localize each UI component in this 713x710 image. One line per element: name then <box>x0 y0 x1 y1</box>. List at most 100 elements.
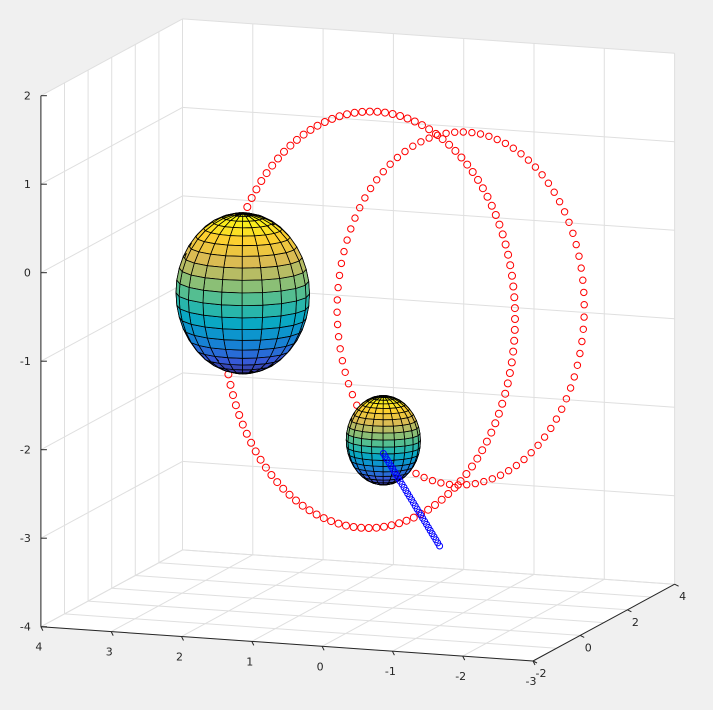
marker-point <box>457 153 466 162</box>
marker-point <box>401 147 409 156</box>
marker-point <box>576 349 584 358</box>
marker-point <box>366 184 375 193</box>
marker-point <box>280 147 288 156</box>
marker-point <box>409 142 417 150</box>
marker-point <box>445 140 454 149</box>
y-tick-mark <box>579 634 585 638</box>
sphere-patch <box>241 267 263 281</box>
sphere-patch <box>371 453 384 461</box>
sphere-patch <box>223 255 243 269</box>
marker-point <box>485 132 493 141</box>
marker-point <box>425 134 433 142</box>
marker-point <box>226 380 235 389</box>
axis-lines <box>40 95 679 666</box>
marker-point <box>262 169 271 178</box>
marker-point <box>506 261 515 270</box>
marker-point <box>524 156 533 164</box>
marker-point <box>334 519 343 528</box>
marker-point <box>372 523 381 532</box>
marker-point <box>540 433 549 441</box>
marker-point <box>552 415 561 423</box>
marker-point <box>348 390 357 399</box>
y-tick-label: 2 <box>632 616 639 629</box>
marker-point <box>510 325 519 334</box>
marker-point <box>511 315 519 323</box>
marker-point <box>393 153 402 162</box>
sphere-patch <box>203 277 224 293</box>
marker-point <box>570 373 578 381</box>
x-tick-label: -1 <box>385 665 396 678</box>
y-axis-line <box>532 583 675 662</box>
marker-point <box>231 401 240 410</box>
marker-point <box>409 513 418 522</box>
sphere-patch <box>382 407 392 415</box>
sphere-patch <box>241 279 263 294</box>
large-sphere <box>175 212 310 375</box>
marker-point <box>243 203 252 211</box>
marker-point <box>373 176 381 184</box>
marker-point <box>344 380 353 388</box>
plot-area <box>175 107 588 550</box>
y-tick-label: 0 <box>585 641 592 654</box>
sphere-patch <box>347 434 354 445</box>
y-tick-label: 4 <box>679 590 686 603</box>
marker-point <box>235 411 244 419</box>
marker-point <box>494 409 503 418</box>
marker-point <box>418 121 426 130</box>
z-tick-label: -2 <box>20 444 31 457</box>
marker-point <box>501 389 510 398</box>
z-tick-label: 1 <box>24 178 31 191</box>
marker-point <box>305 506 314 515</box>
marker-point <box>229 391 237 400</box>
marker-point <box>555 198 564 206</box>
marker-point <box>347 225 355 233</box>
sphere-patch <box>258 254 278 269</box>
marker-point <box>333 296 341 304</box>
marker-point <box>498 399 507 408</box>
marker-point <box>306 125 315 134</box>
series-orbit-small <box>333 128 588 489</box>
marker-point <box>491 419 500 428</box>
y-tick-label: -2 <box>536 667 547 680</box>
marker-point <box>386 160 394 168</box>
sphere-patch <box>393 431 406 441</box>
marker-point <box>478 184 487 193</box>
marker-point <box>487 428 496 437</box>
marker-point <box>365 107 374 116</box>
marker-point <box>531 163 540 171</box>
x-tick-label: -2 <box>455 670 466 683</box>
marker-point <box>256 455 265 464</box>
marker-point <box>482 437 491 446</box>
sphere-patch <box>382 471 393 477</box>
sphere-patch <box>260 265 281 281</box>
y-tick-mark <box>532 660 538 664</box>
marker-point <box>478 446 487 455</box>
marker-point <box>538 171 546 179</box>
sphere-patch <box>225 244 243 257</box>
sphere-patch <box>204 265 225 281</box>
marker-point <box>420 473 428 482</box>
marker-point <box>247 438 256 447</box>
x-tick-mark <box>181 636 184 641</box>
marker-point <box>580 288 588 297</box>
marker-point <box>387 521 396 530</box>
sphere-patch <box>241 244 260 257</box>
marker-point <box>577 264 585 272</box>
marker-point <box>493 135 501 144</box>
grid-line <box>40 18 183 97</box>
sphere-patch <box>382 425 395 434</box>
marker-point <box>456 477 465 486</box>
sphere-patch <box>225 348 243 359</box>
marker-point <box>438 135 447 144</box>
marker-point <box>474 175 482 184</box>
marker-point <box>471 479 479 488</box>
grid-line <box>40 283 183 362</box>
marker-point <box>572 240 580 249</box>
marker-point <box>437 479 445 487</box>
marker-point <box>488 475 496 483</box>
marker-point <box>437 495 446 504</box>
marker-point <box>473 454 482 463</box>
x-tick-mark <box>321 646 325 651</box>
